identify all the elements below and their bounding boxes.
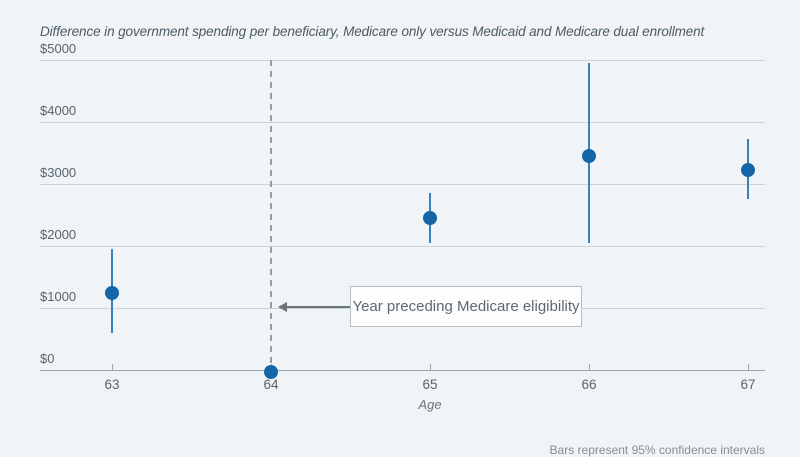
data-point-age-66 — [582, 149, 596, 163]
annotation-arrowhead-icon — [278, 302, 287, 312]
annotation-box: Year preceding Medicare eligibility — [350, 286, 582, 327]
annotation-label: Year preceding Medicare eligibility — [352, 298, 580, 315]
x-axis-tick-label: 67 — [740, 377, 756, 392]
data-point-age-64 — [264, 365, 278, 379]
data-point-age-65 — [423, 211, 437, 225]
annotation-arrow-line — [287, 306, 350, 308]
x-axis-tick-label: 64 — [263, 377, 279, 392]
x-axis-tick — [748, 364, 749, 370]
x-axis-tick — [589, 364, 590, 370]
x-axis-tick-label: 66 — [581, 377, 597, 392]
footnote: Bars represent 95% confidence intervals — [549, 443, 765, 457]
x-axis-tick — [112, 364, 113, 370]
x-axis-tick — [430, 364, 431, 370]
data-point-age-63 — [105, 286, 119, 300]
x-axis-title: Age — [418, 397, 442, 412]
y-axis-tick-label: $3000 — [40, 165, 77, 180]
gridline — [40, 184, 765, 185]
chart-subtitle: Difference in government spending per be… — [40, 24, 705, 39]
x-axis-tick-label: 63 — [104, 377, 120, 392]
x-axis-line — [40, 370, 765, 371]
y-axis-tick-label: $1000 — [40, 289, 77, 304]
y-axis-tick-label: $4000 — [40, 103, 77, 118]
gridline — [40, 122, 765, 123]
y-axis-tick-label: $2000 — [40, 227, 77, 242]
y-axis-tick-label: $0 — [40, 351, 55, 366]
gridline — [40, 60, 765, 61]
medicare-eligibility-reference-line — [270, 60, 272, 363]
gridline — [40, 246, 765, 247]
x-axis-tick-label: 65 — [422, 377, 438, 392]
data-point-age-67 — [741, 163, 755, 177]
y-axis-tick-label: $5000 — [40, 41, 77, 56]
